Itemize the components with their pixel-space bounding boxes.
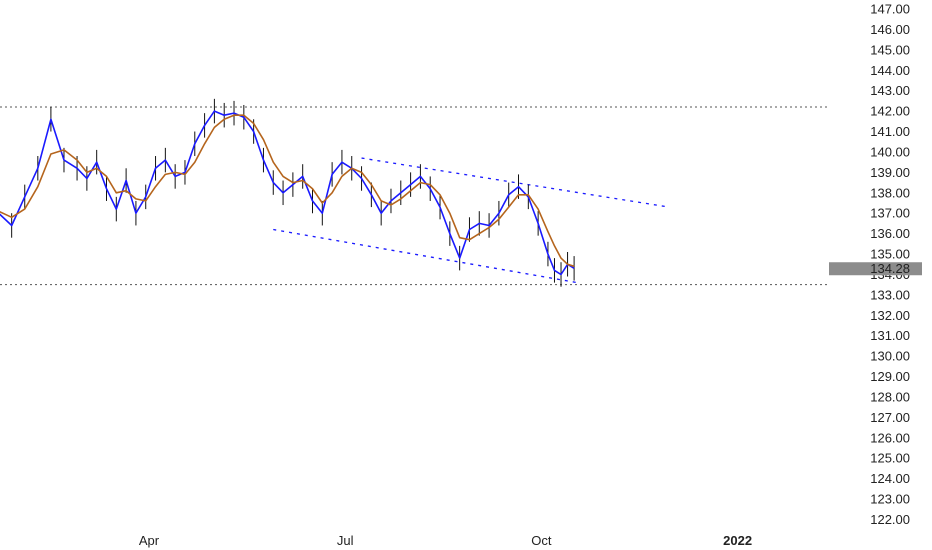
y-tick-label: 132.00 [870,308,910,323]
horizontal-levels [0,106,830,286]
y-tick-label: 136.00 [870,226,910,241]
trend-channel [273,157,670,284]
y-axis: 147.00 146.00 145.00 144.00 143.00 142.00 141.… [870,2,910,528]
y-tick-label: 131.00 [870,328,910,343]
y-tick-label: 135.00 [870,247,910,262]
x-tick-label: 2022 [723,533,752,548]
y-tick-label: 133.00 [870,287,910,302]
channel-lower-line [273,228,578,284]
last-price-marker: 134.28 [829,261,922,276]
price-line [0,110,575,276]
last-price-badge [829,262,922,276]
y-tick-label: 139.00 [870,165,910,180]
x-tick-label: Jul [337,533,354,548]
y-tick-label: 147.00 [870,2,910,17]
y-tick-label: 141.00 [870,124,910,139]
y-tick-label: 138.00 [870,185,910,200]
y-tick-label: 137.00 [870,206,910,221]
x-axis: Apr Jul Oct 2022 [139,533,752,548]
y-tick-label: 142.00 [870,104,910,119]
y-tick-label: 144.00 [870,63,910,78]
y-tick-label: 125.00 [870,451,910,466]
x-tick-label: Apr [139,533,160,548]
y-tick-label: 146.00 [870,22,910,37]
y-tick-label: 123.00 [870,492,910,507]
y-tick-label: 145.00 [870,42,910,57]
y-tick-label: 128.00 [870,389,910,404]
series-layer [0,98,575,287]
y-tick-label: 122.00 [870,512,910,527]
x-tick-label: Oct [531,533,552,548]
y-tick-label: 124.00 [870,471,910,486]
y-tick-label: 129.00 [870,369,910,384]
last-price-label: 134.28 [870,261,910,276]
y-tick-label: 127.00 [870,410,910,425]
moving-average-line [0,114,575,268]
y-tick-label: 126.00 [870,430,910,445]
y-tick-label: 143.00 [870,83,910,98]
y-tick-label: 140.00 [870,144,910,159]
y-tick-label: 130.00 [870,349,910,364]
